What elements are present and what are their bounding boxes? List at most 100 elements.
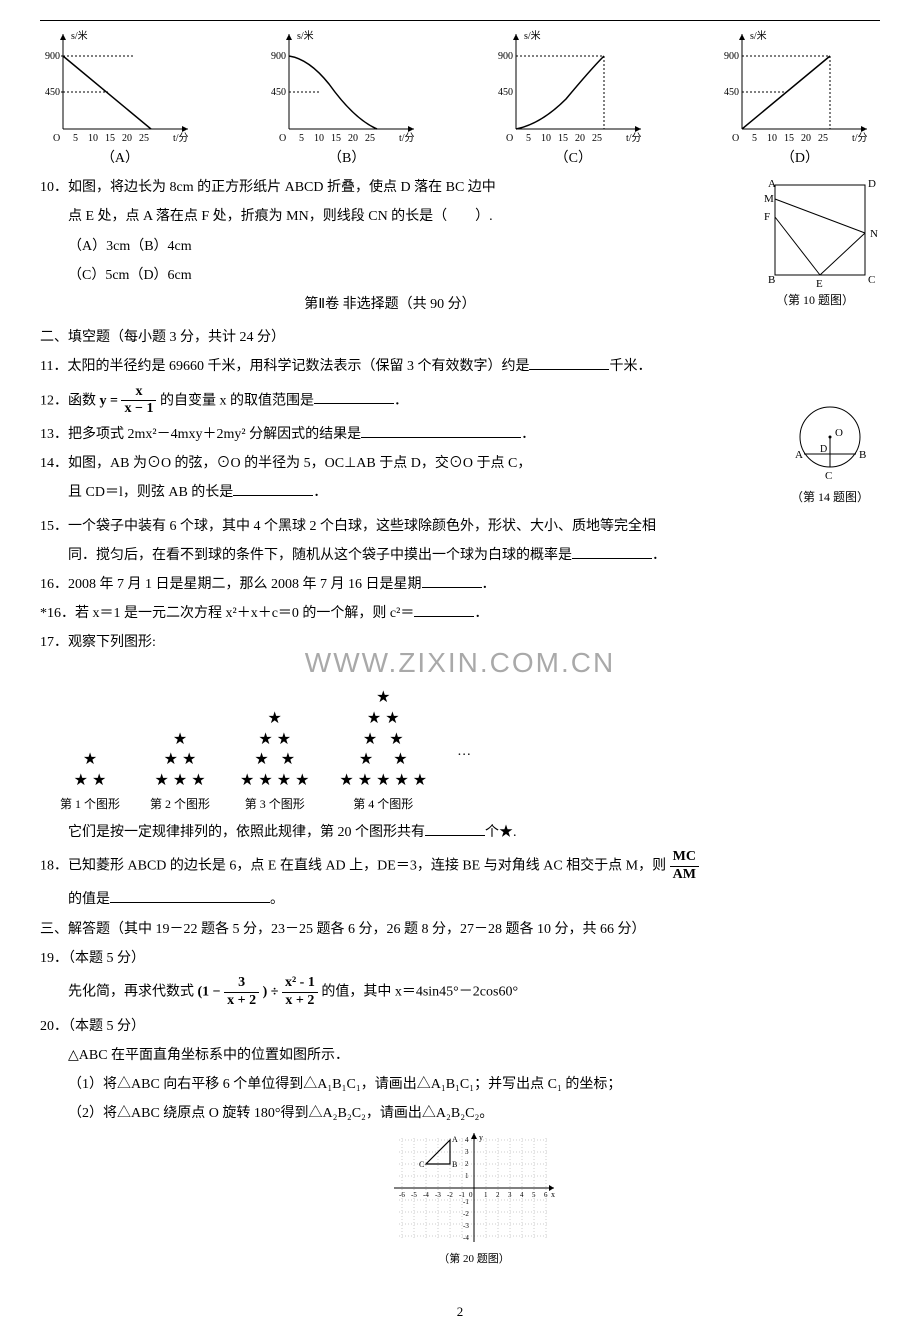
svg-text:10: 10	[314, 133, 324, 144]
q13: 13．把多项式 2mx²－4mxy＋2my² 分解因式的结果是．	[40, 422, 880, 447]
svg-text:A: A	[768, 178, 776, 190]
svg-text:900: 900	[45, 51, 60, 62]
svg-text:2: 2	[496, 1191, 500, 1199]
q18: 18．已知菱形 ABCD 的边长是 6，点 E 在直线 AD 上，DE＝3，连接…	[40, 849, 880, 884]
q12-y: y =	[100, 393, 118, 408]
page-number: 2	[40, 1300, 880, 1323]
q20-head: 20．（本题 5 分）	[40, 1014, 880, 1039]
svg-text:-4: -4	[463, 1234, 469, 1242]
chart-a: s/米 900 450 O 510152025 t/分 （A）	[40, 29, 200, 171]
q10-caption: （第 10 题图）	[750, 290, 880, 312]
svg-text:450: 450	[45, 87, 60, 98]
q19-head: 19．（本题 5 分）	[40, 946, 880, 971]
svg-text:25: 25	[139, 133, 149, 144]
svg-text:10: 10	[88, 133, 98, 144]
q12: 12．函数 y = xx − 1 的自变量 x 的取值范围是．	[40, 384, 880, 419]
q17-head: 17．观察下列图形:	[40, 630, 880, 655]
q11: 11．太阳的半径约是 69660 千米，用科学记数法表示（保留 3 个有效数字）…	[40, 354, 880, 379]
q14-line2: 且 CD＝l，则弦 AB 的长是．	[40, 480, 880, 505]
svg-text:O: O	[835, 427, 843, 439]
svg-text:15: 15	[331, 133, 341, 144]
q20-figure: yx -6-5-4-3-2-1 0 123456 1234 -1-2-3-4 A…	[40, 1130, 880, 1270]
svg-text:t/分: t/分	[399, 132, 415, 144]
svg-text:O: O	[506, 133, 513, 144]
svg-text:2: 2	[465, 1160, 469, 1168]
svg-text:s/米: s/米	[524, 29, 541, 42]
svg-text:M: M	[764, 193, 774, 205]
q12-num: x	[121, 384, 156, 402]
chart-options: s/米 900 450 O 5 10 15 20 25 t/分 （A） s/米 900 4…	[40, 29, 880, 171]
svg-text:450: 450	[498, 87, 513, 98]
svg-text:1: 1	[484, 1191, 488, 1199]
svg-text:F: F	[764, 211, 770, 223]
chart-label-d: （D）	[720, 146, 880, 171]
svg-text:15: 15	[784, 133, 794, 144]
q16: 16．2008 年 7 月 1 日是星期二，那么 2008 年 7 月 16 日…	[40, 572, 880, 597]
svg-text:20: 20	[575, 133, 585, 144]
chart-label-c: （C）	[493, 146, 653, 171]
svg-text:O: O	[279, 133, 286, 144]
svg-text:5: 5	[73, 133, 78, 144]
svg-text:t/分: t/分	[852, 132, 868, 144]
q15-line2: 同．搅匀后，在看不到球的条件下，随机从这个袋子中摸出一个球为白球的概率是．	[40, 543, 880, 568]
svg-text:B: B	[768, 274, 775, 286]
q15-line1: 15．一个袋子中装有 6 个球，其中 4 个黑球 2 个白球，这些球除颜色外，形…	[40, 514, 880, 539]
fill-title: 二、填空题（每小题 3 分，共计 24 分）	[40, 325, 880, 350]
svg-text:-6: -6	[399, 1191, 405, 1199]
svg-text:0: 0	[469, 1191, 473, 1199]
q20-l2: （1）将△ABC 向右平移 6 个单位得到△A₁B₁C₁，请画出△A₁B₁C₁；…	[40, 1072, 880, 1097]
svg-text:O: O	[53, 133, 60, 144]
svg-text:25: 25	[365, 133, 375, 144]
svg-text:10: 10	[541, 133, 551, 144]
svg-text:1: 1	[465, 1172, 469, 1180]
svg-text:x: x	[551, 1190, 555, 1199]
q14-figure: O AB D C （第 14 题图）	[780, 402, 880, 509]
svg-text:900: 900	[724, 51, 739, 62]
svg-text:B: B	[452, 1160, 457, 1169]
svg-text:s/米: s/米	[750, 29, 767, 42]
svg-text:s/米: s/米	[71, 29, 88, 42]
svg-text:10: 10	[767, 133, 777, 144]
svg-text:900: 900	[271, 51, 286, 62]
svg-text:25: 25	[818, 133, 828, 144]
svg-text:4: 4	[520, 1191, 524, 1199]
svg-text:-2: -2	[463, 1210, 469, 1218]
chart-b: s/米 900450 O 510152025 t/分 （B）	[267, 29, 427, 171]
svg-text:D: D	[868, 178, 876, 190]
q13-text: 13．把多项式 2mx²－4mxy＋2my² 分解因式的结果是	[40, 427, 361, 442]
chart-label-a: （A）	[40, 146, 200, 171]
star-group-4: ★ ★ ★ ★ ★ ★ ★ ★ ★ ★ ★ ★ 第 4 个图形	[339, 688, 427, 816]
svg-text:-4: -4	[423, 1191, 429, 1199]
q12-suffix: 的自变量 x 的取值范围是	[160, 393, 314, 408]
svg-text:3: 3	[465, 1148, 469, 1156]
svg-text:-2: -2	[447, 1191, 453, 1199]
svg-text:900: 900	[498, 51, 513, 62]
q14-caption: （第 14 题图）	[780, 487, 880, 509]
svg-text:C: C	[419, 1160, 424, 1169]
svg-text:-1: -1	[463, 1198, 469, 1206]
svg-text:5: 5	[299, 133, 304, 144]
svg-text:s/米: s/米	[297, 29, 314, 42]
chart-c: s/米 900450 O 510152025 t/分 （C）	[493, 29, 653, 171]
chart-label-b: （B）	[267, 146, 427, 171]
svg-text:B: B	[859, 449, 866, 461]
svg-text:3: 3	[508, 1191, 512, 1199]
q11-suffix: 千米．	[609, 359, 651, 374]
svg-text:-5: -5	[411, 1191, 417, 1199]
star-group-1: ★ ★ ★ 第 1 个图形	[60, 750, 120, 815]
svg-text:A: A	[452, 1135, 458, 1144]
svg-text:D: D	[820, 444, 827, 455]
chart-d: s/米 900450 O 510152025 t/分 （D）	[720, 29, 880, 171]
svg-text:5: 5	[532, 1191, 536, 1199]
q19-body: 先化简，再求代数式 (1 − 3x + 2 ) ÷ x² - 1x + 2 的值…	[40, 975, 880, 1010]
q12-prefix: 12．函数	[40, 393, 96, 408]
section3: 三、解答题（其中 19－22 题各 5 分，23－25 题各 6 分，26 题 …	[40, 917, 880, 942]
svg-text:20: 20	[122, 133, 132, 144]
svg-text:N: N	[870, 228, 878, 240]
svg-text:5: 5	[526, 133, 531, 144]
svg-text:-3: -3	[435, 1191, 441, 1199]
svg-text:E: E	[816, 278, 823, 290]
star-group-3: ★ ★ ★ ★ ★ ★ ★ ★ ★ 第 3 个图形	[240, 709, 309, 816]
svg-text:20: 20	[801, 133, 811, 144]
q20-l1: △ABC 在平面直角坐标系中的位置如图所示．	[40, 1043, 880, 1068]
